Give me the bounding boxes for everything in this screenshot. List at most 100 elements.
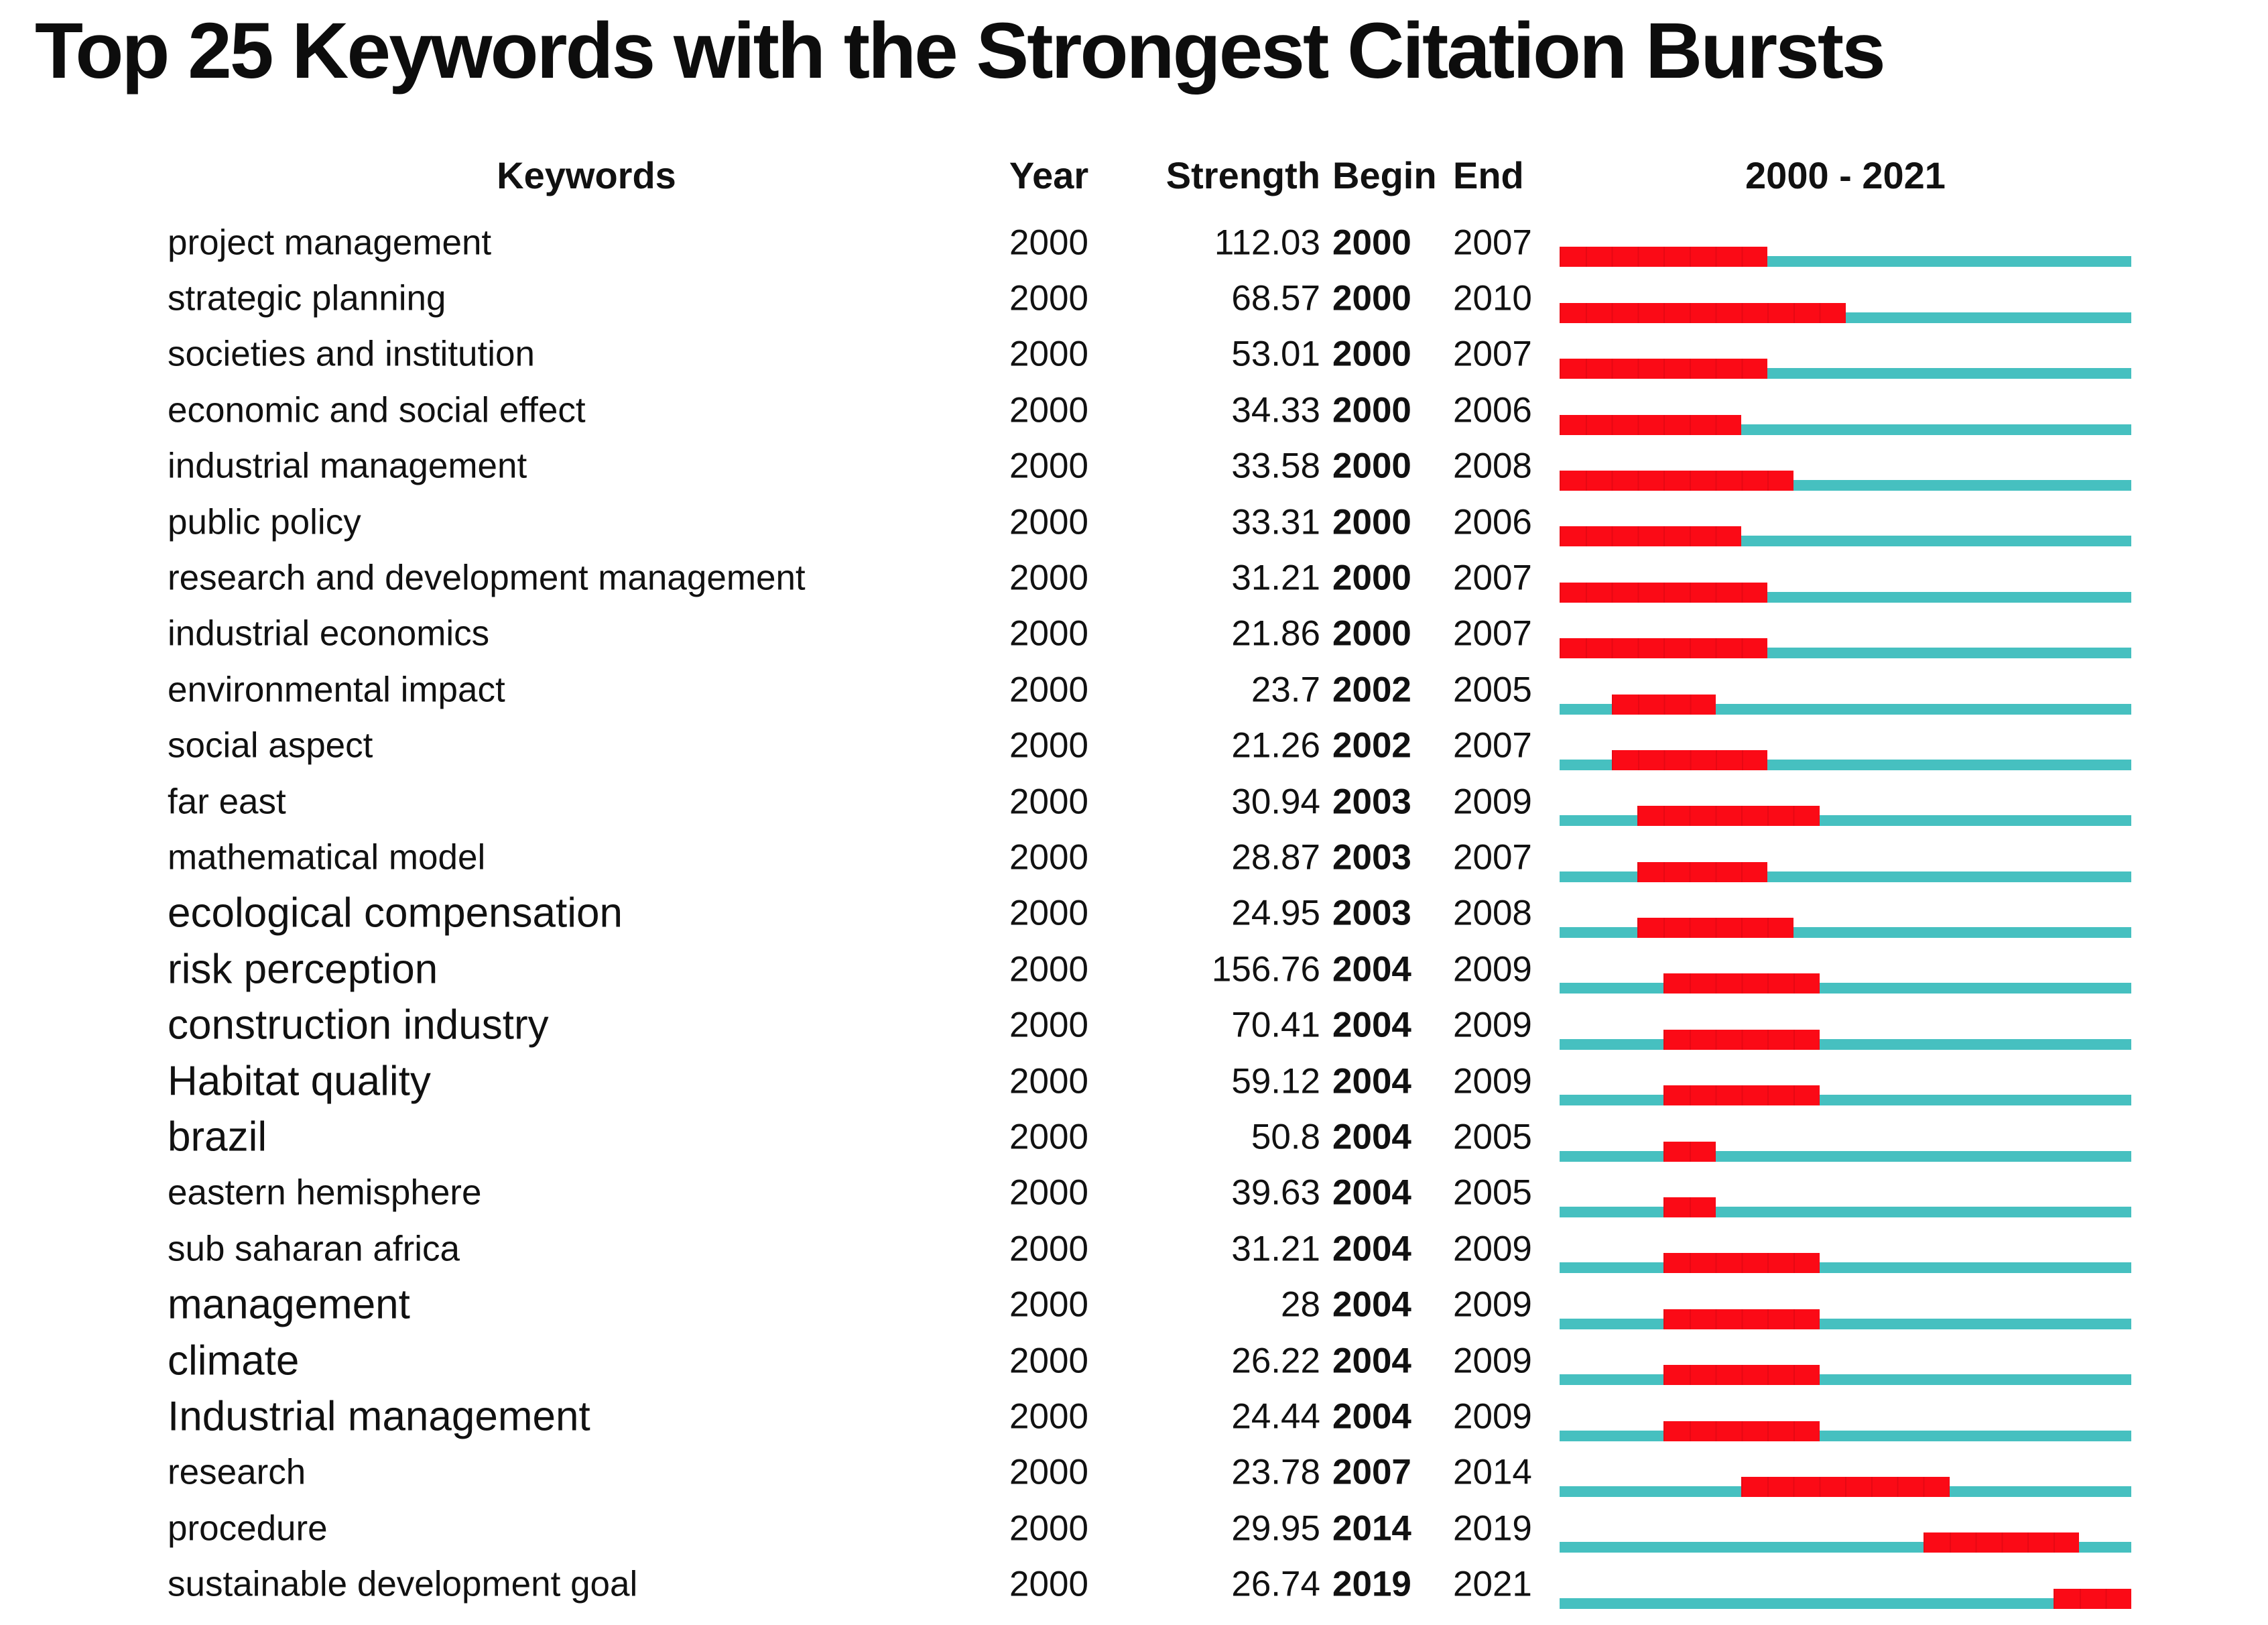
begin-year-value: 2004 [1332, 1341, 1411, 1380]
begin-year-value: 2019 [1332, 1564, 1411, 1604]
table-row: research 2000 23.78 2007 2014 [0, 1445, 2268, 1500]
strength-value: 24.95 [1231, 893, 1320, 933]
keyword-label: Industrial management [168, 1393, 590, 1440]
begin-year-value: 2004 [1332, 1396, 1411, 1437]
burst-segment [1560, 582, 1768, 603]
end-year-value: 2009 [1453, 1061, 1532, 1101]
begin-year-value: 2000 [1332, 334, 1411, 374]
table-row: brazil 2000 50.8 2004 2005 [0, 1109, 2268, 1164]
strength-value: 26.22 [1231, 1341, 1320, 1380]
burst-segment [1663, 1029, 1820, 1050]
strength-value: 31.21 [1231, 558, 1320, 598]
year-value: 2000 [1009, 1564, 1088, 1604]
keyword-label: procedure [168, 1508, 328, 1549]
burst-timeline-bar [1560, 1588, 2131, 1609]
burst-segment [1637, 918, 1793, 939]
strength-value: 33.31 [1231, 502, 1320, 542]
burst-segment [1611, 749, 1768, 770]
strength-value: 33.58 [1231, 446, 1320, 486]
strength-value: 70.41 [1231, 1005, 1320, 1045]
table-row: eastern hemisphere 2000 39.63 2004 2005 [0, 1165, 2268, 1221]
begin-year-value: 2003 [1332, 837, 1411, 878]
burst-timeline-bar [1560, 918, 2131, 939]
strength-value: 29.95 [1231, 1508, 1320, 1549]
year-value: 2000 [1009, 670, 1088, 710]
keyword-label: climate [168, 1337, 300, 1384]
begin-year-value: 2000 [1332, 558, 1411, 598]
burst-segment [1923, 1532, 2080, 1553]
burst-timeline-bar [1560, 582, 2131, 603]
burst-segment [1663, 1253, 1820, 1274]
year-value: 2000 [1009, 1284, 1088, 1325]
begin-year-value: 2002 [1332, 670, 1411, 710]
begin-year-value: 2004 [1332, 1284, 1411, 1325]
column-header-keywords: Keywords [497, 154, 676, 196]
end-year-value: 2010 [1453, 278, 1532, 318]
timeline-track [1560, 1150, 2131, 1162]
burst-timeline-bar [1560, 1476, 2131, 1497]
table-row: economic and social effect 2000 34.33 20… [0, 382, 2268, 438]
burst-timeline-bar [1560, 1141, 2131, 1162]
begin-year-value: 2004 [1332, 1005, 1411, 1045]
burst-timeline-bar [1560, 1309, 2131, 1329]
strength-value: 53.01 [1231, 334, 1320, 374]
year-value: 2000 [1009, 502, 1088, 542]
table-row: industrial economics 2000 21.86 2000 200… [0, 606, 2268, 662]
timeline-track [1560, 983, 2131, 994]
burst-timeline-bar [1560, 359, 2131, 379]
table-row: public policy 2000 33.31 2000 2006 [0, 494, 2268, 550]
burst-segment [1637, 806, 1820, 827]
table-row: risk perception 2000 156.76 2004 2009 [0, 941, 2268, 997]
burst-timeline-bar [1560, 1253, 2131, 1274]
end-year-value: 2008 [1453, 893, 1532, 933]
strength-value: 68.57 [1231, 278, 1320, 318]
begin-year-value: 2004 [1332, 1117, 1411, 1157]
year-value: 2000 [1009, 1172, 1088, 1213]
keyword-label: mathematical model [168, 837, 486, 878]
strength-value: 30.94 [1231, 782, 1320, 822]
burst-segment [1560, 470, 1793, 491]
table-row: mathematical model 2000 28.87 2003 2007 [0, 829, 2268, 885]
strength-value: 50.8 [1251, 1117, 1320, 1157]
begin-year-value: 2000 [1332, 613, 1411, 654]
timeline-track [1560, 1095, 2131, 1106]
year-value: 2000 [1009, 558, 1088, 598]
strength-value: 21.26 [1231, 725, 1320, 766]
strength-value: 59.12 [1231, 1061, 1320, 1101]
end-year-value: 2009 [1453, 782, 1532, 822]
keyword-label: strategic planning [168, 278, 446, 318]
keyword-label: ecological compensation [168, 890, 623, 937]
end-year-value: 2007 [1453, 613, 1532, 654]
keyword-label: environmental impact [168, 670, 505, 710]
end-year-value: 2005 [1453, 1172, 1532, 1213]
table-row: sub saharan africa 2000 31.21 2004 2009 [0, 1221, 2268, 1276]
table-row: social aspect 2000 21.26 2002 2007 [0, 718, 2268, 774]
begin-year-value: 2000 [1332, 278, 1411, 318]
timeline-track [1560, 1374, 2131, 1386]
timeline-track [1560, 1038, 2131, 1050]
burst-segment [1741, 1476, 1950, 1497]
strength-value: 34.33 [1231, 390, 1320, 430]
end-year-value: 2006 [1453, 502, 1532, 542]
burst-segment [2053, 1588, 2131, 1609]
end-year-value: 2005 [1453, 1117, 1532, 1157]
column-header-end: End [1453, 154, 1524, 196]
burst-timeline-bar [1560, 806, 2131, 827]
strength-value: 24.44 [1231, 1396, 1320, 1437]
begin-year-value: 2007 [1332, 1452, 1411, 1492]
begin-year-value: 2002 [1332, 725, 1411, 766]
strength-value: 28 [1281, 1284, 1320, 1325]
year-value: 2000 [1009, 1005, 1088, 1045]
table-row: environmental impact 2000 23.7 2002 2005 [0, 662, 2268, 717]
year-value: 2000 [1009, 278, 1088, 318]
end-year-value: 2007 [1453, 725, 1532, 766]
year-value: 2000 [1009, 1229, 1088, 1269]
year-value: 2000 [1009, 949, 1088, 989]
burst-segment [1663, 1197, 1716, 1218]
begin-year-value: 2004 [1332, 949, 1411, 989]
begin-year-value: 2000 [1332, 390, 1411, 430]
burst-timeline-bar [1560, 526, 2131, 547]
chart-title: Top 25 Keywords with the Strongest Citat… [35, 7, 1886, 95]
end-year-value: 2007 [1453, 223, 1532, 263]
timeline-track [1560, 1318, 2131, 1329]
